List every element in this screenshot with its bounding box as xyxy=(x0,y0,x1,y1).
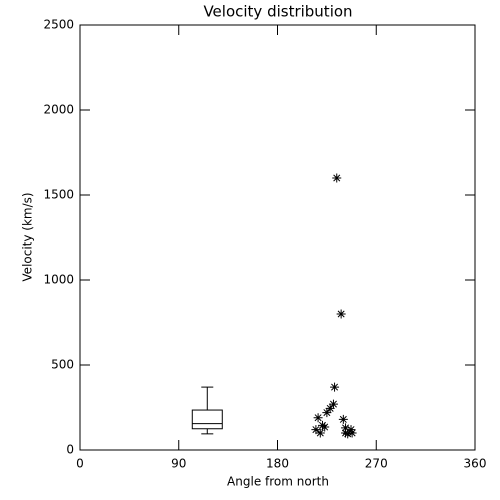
x-tick-label: 90 xyxy=(171,457,186,471)
asterisk-point xyxy=(336,309,346,319)
y-tick-label: 1500 xyxy=(43,188,74,202)
asterisk-point xyxy=(341,428,351,438)
asterisk-point xyxy=(346,425,356,435)
asterisk-point xyxy=(341,423,351,433)
asterisk-point xyxy=(313,413,323,423)
y-tick-label: 2500 xyxy=(43,18,74,32)
y-tick-label: 1000 xyxy=(43,273,74,287)
asterisk-point xyxy=(338,414,348,424)
asterisk-point xyxy=(332,173,342,183)
asterisk-point xyxy=(322,408,332,418)
asterisk-point xyxy=(347,428,357,438)
x-tick-label: 270 xyxy=(365,457,388,471)
plot-frame xyxy=(79,24,476,451)
asterisk-point xyxy=(343,429,353,439)
x-tick-label: 360 xyxy=(464,457,487,471)
box xyxy=(191,409,223,430)
asterisk-point xyxy=(311,425,321,435)
x-tick-label: 180 xyxy=(266,457,289,471)
y-tick-label: 2000 xyxy=(43,103,74,117)
y-axis-label: Velocity (km/s) xyxy=(21,192,35,281)
asterisk-point xyxy=(330,382,340,392)
asterisk-point xyxy=(325,403,335,413)
x-axis-label: Angle from north xyxy=(227,475,329,489)
y-tick-label: 500 xyxy=(51,358,74,372)
chart-title: Velocity distribution xyxy=(203,3,352,21)
x-tick-label: 0 xyxy=(76,457,84,471)
y-tick-label: 0 xyxy=(66,443,74,457)
asterisk-point xyxy=(328,399,338,409)
asterisk-point xyxy=(320,422,330,432)
asterisk-point xyxy=(315,428,325,438)
